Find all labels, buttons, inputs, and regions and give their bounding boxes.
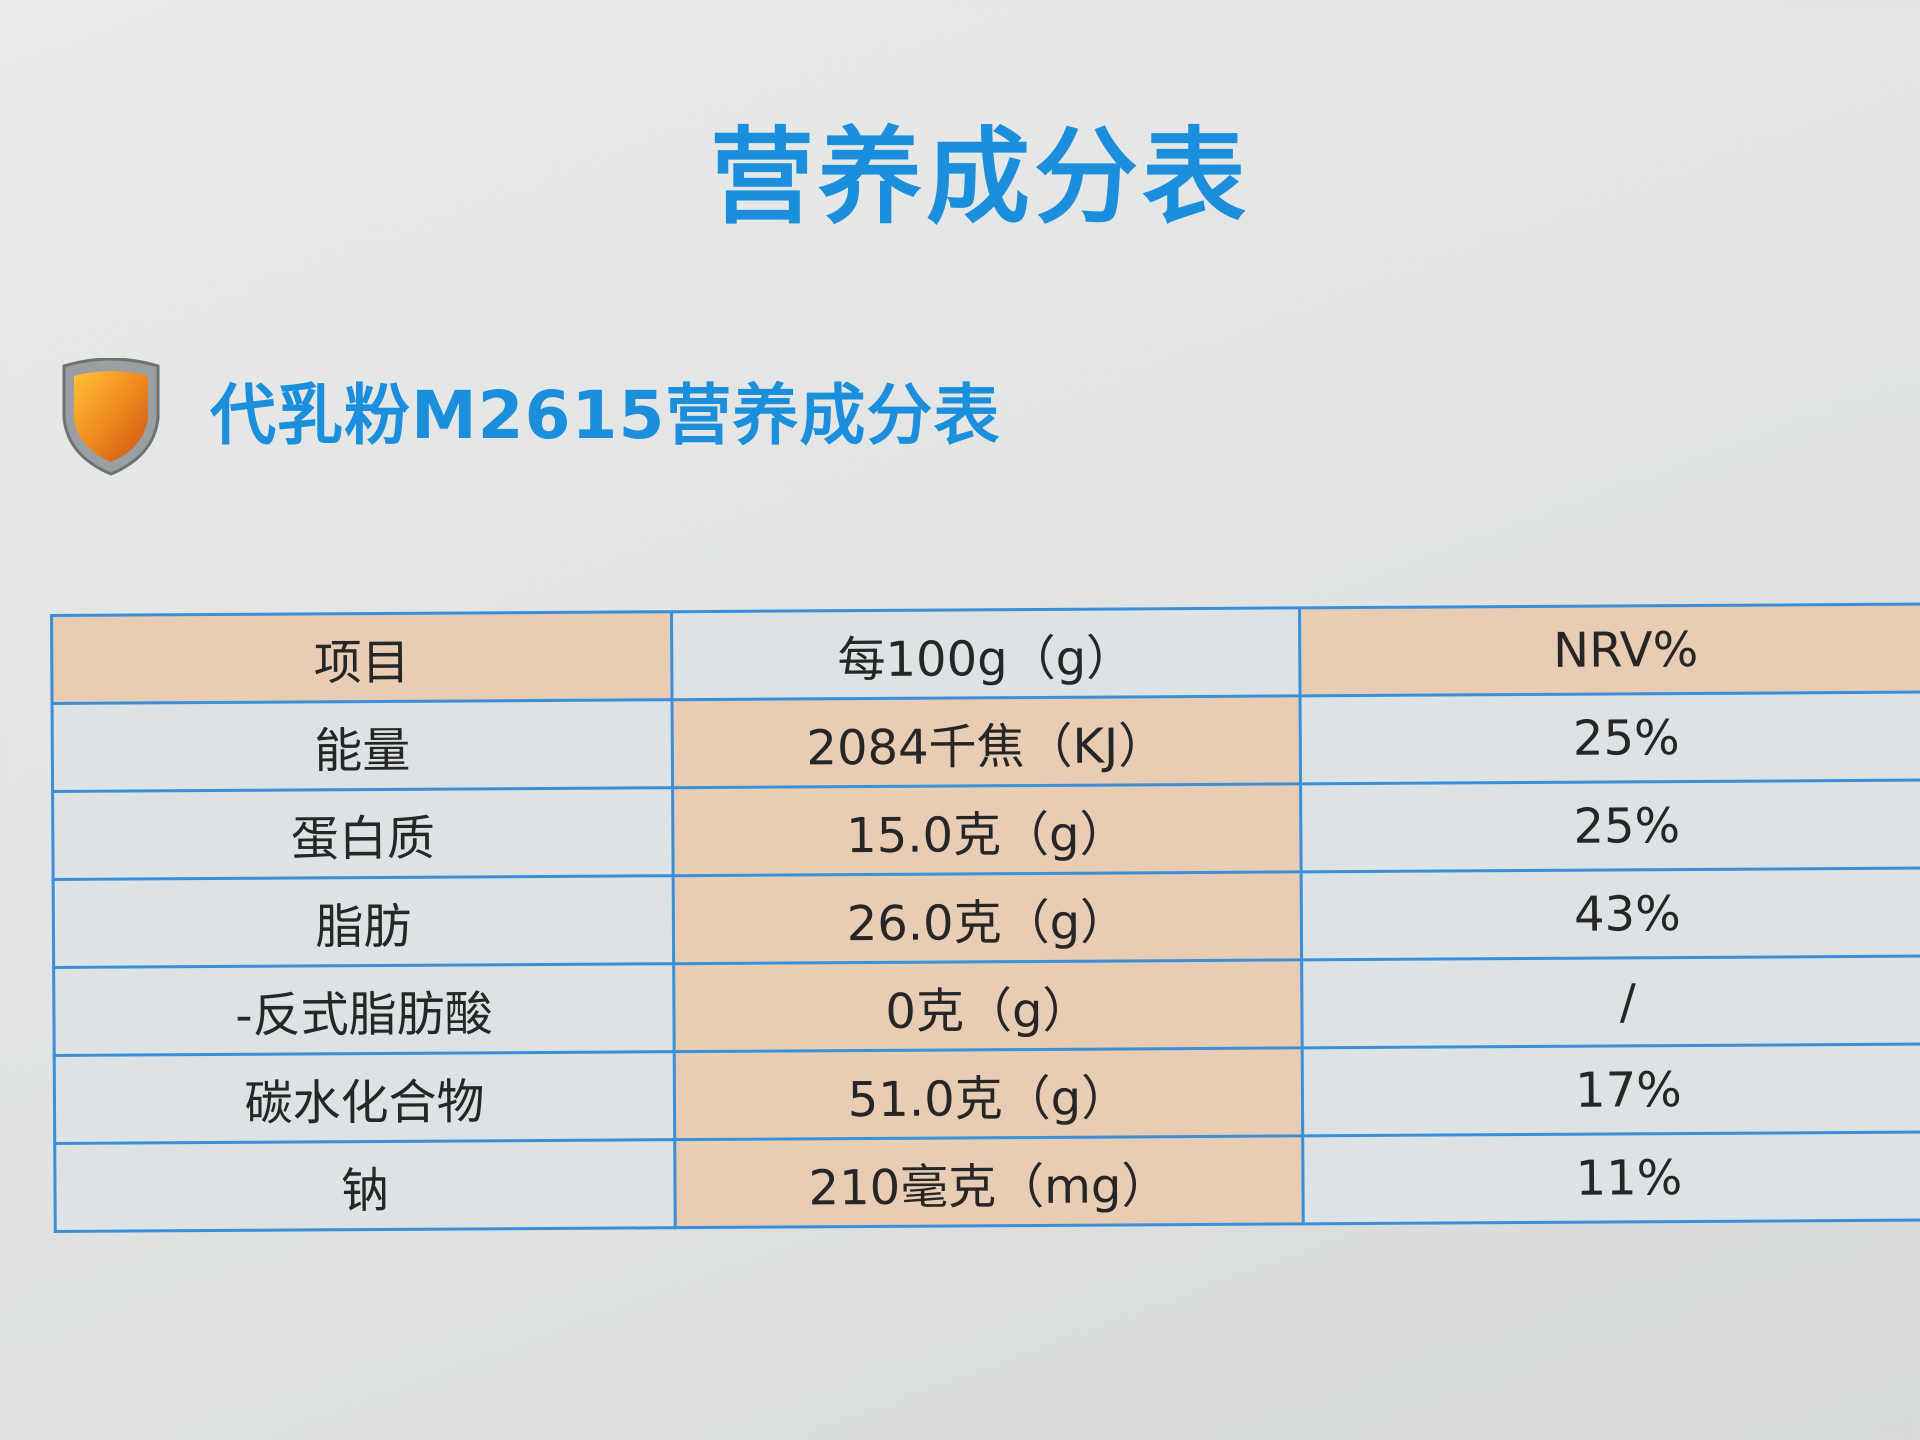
data-row-cell: 15.0克（g）	[672, 783, 1302, 876]
data-row-cell: 能量	[52, 699, 673, 792]
data-row: -反式脂肪酸 0克（g） /	[53, 955, 1920, 1056]
data-row-cell: 51.0克（g）	[674, 1047, 1303, 1140]
section-title: 代乳粉M2615营养成分表	[210, 377, 1001, 454]
data-row-cell: 2084千焦（KJ）	[672, 695, 1301, 788]
data-row: 钠 210毫克（mg） 11%	[54, 1131, 1920, 1232]
nutrition-table: 项目 每100g（g） NRV% 能量 2084千焦（KJ） 25% 蛋白质 15.0克（g）…	[50, 602, 1920, 1233]
data-row-cell: -反式脂肪酸	[53, 963, 675, 1056]
data-row-cell: 钠	[54, 1139, 676, 1232]
data-row-cell: 43%	[1301, 867, 1920, 960]
data-row-cell: 25%	[1300, 691, 1920, 784]
data-row-cell: 碳水化合物	[54, 1051, 675, 1144]
data-row: 碳水化合物 51.0克（g） 17%	[54, 1043, 1920, 1144]
data-row-cell: /	[1301, 955, 1920, 1048]
data-row-cell: 脂肪	[53, 875, 674, 968]
data-row: 脂肪 26.0克（g） 43%	[53, 867, 1920, 968]
data-row: 蛋白质 15.0克（g） 25%	[52, 779, 1920, 880]
header-row-cell: 项目	[51, 611, 673, 704]
data-row-cell: 11%	[1302, 1131, 1920, 1224]
data-row-cell: 17%	[1302, 1043, 1920, 1136]
page-title: 营养成分表	[709, 116, 1250, 238]
data-row: 能量 2084千焦（KJ） 25%	[52, 691, 1920, 792]
header-row-cell: NRV%	[1299, 603, 1920, 696]
data-row-cell: 0克（g）	[673, 959, 1303, 1052]
shield-icon	[62, 358, 160, 476]
data-row-cell: 210毫克（mg）	[674, 1135, 1304, 1228]
data-row-cell: 25%	[1300, 779, 1920, 872]
header-row: 项目 每100g（g） NRV%	[51, 603, 1920, 704]
header-row-cell: 每100g（g）	[671, 607, 1301, 700]
data-row-cell: 蛋白质	[52, 787, 674, 880]
data-row-cell: 26.0克（g）	[673, 871, 1302, 964]
